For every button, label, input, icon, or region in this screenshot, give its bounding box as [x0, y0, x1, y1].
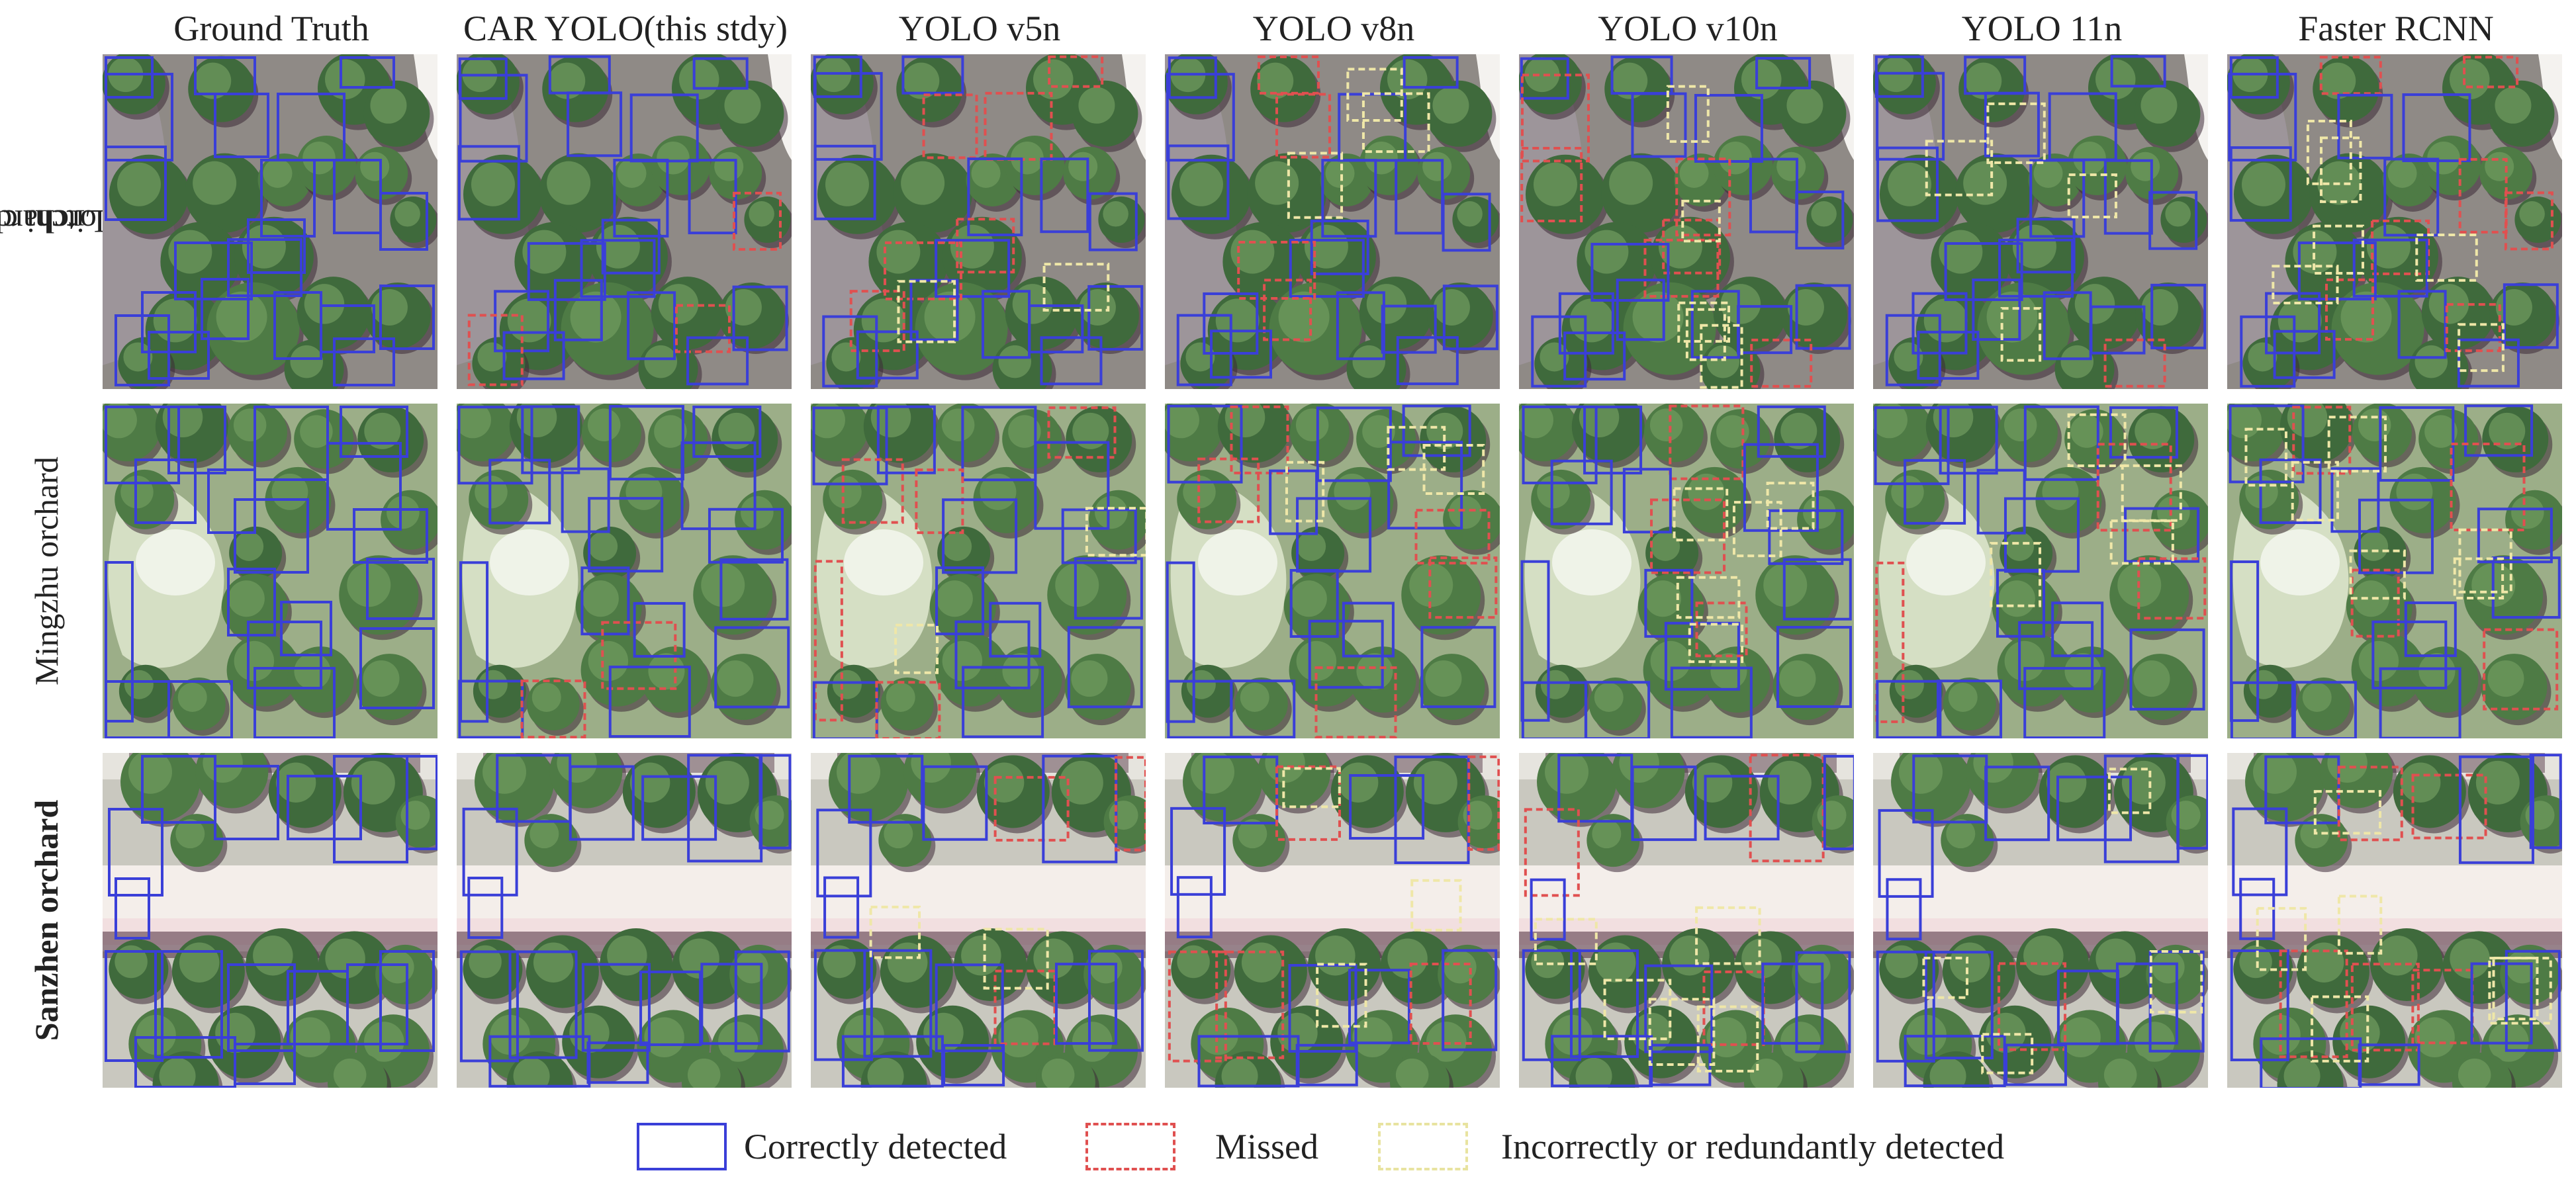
column-header-yolo-v5n: YOLO v5n	[898, 9, 1061, 48]
image-litchi-yolo-v5n	[811, 54, 1146, 389]
image-mingzhu-yolo-v8n	[1165, 404, 1500, 738]
column-header-yolo-v8n: YOLO v8n	[1252, 9, 1415, 48]
aerial-image-sanzhen-yolo-v8n	[1165, 753, 1500, 1088]
row-label-litchi: Litchi culturalexpo orchard	[0, 54, 169, 389]
legend-label-missed: Missed	[1215, 1127, 1319, 1166]
image-mingzhu-yolo-v10n	[1519, 404, 1854, 738]
image-litchi-yolo-v10n	[1519, 54, 1854, 389]
aerial-image-mingzhu-yolo-v8n	[1165, 404, 1500, 738]
aerial-image-litchi-yolo-v5n	[811, 54, 1146, 389]
aerial-image-litchi-yolo-v10n	[1519, 54, 1854, 389]
aerial-image-litchi-yolo-v8n	[1165, 54, 1500, 389]
aerial-image-mingzhu-faster-rcnn	[2227, 404, 2562, 738]
legend: Correctly detected Missed Incorrectly or…	[0, 1119, 2576, 1174]
aerial-image-sanzhen-car-yolo	[457, 753, 792, 1088]
aerial-image-litchi-car-yolo	[457, 54, 792, 389]
aerial-image-sanzhen-ground-truth	[103, 753, 437, 1088]
column-header-ground-truth: Ground Truth	[173, 9, 369, 48]
legend-item-correct: Correctly detected	[637, 1119, 1007, 1174]
image-mingzhu-car-yolo	[457, 404, 792, 738]
aerial-image-sanzhen-yolo-11n	[1873, 753, 2208, 1088]
legend-swatch-incorrect	[1378, 1123, 1468, 1170]
image-mingzhu-yolo-11n	[1873, 404, 2208, 738]
aerial-image-sanzhen-yolo-v10n	[1519, 753, 1854, 1088]
image-litchi-faster-rcnn	[2227, 54, 2562, 389]
row-label-mingzhu: Mingzhu orchard	[0, 404, 93, 738]
column-header-yolo-11n: YOLO 11n	[1961, 9, 2123, 48]
image-sanzhen-yolo-11n	[1873, 753, 2208, 1088]
column-header-faster-rcnn: Faster RCNN	[2298, 9, 2494, 48]
image-sanzhen-yolo-v8n	[1165, 753, 1500, 1088]
legend-item-incorrect: Incorrectly or redundantly detected	[1378, 1119, 2004, 1174]
legend-swatch-missed	[1085, 1123, 1175, 1170]
image-sanzhen-ground-truth	[103, 753, 437, 1088]
image-sanzhen-faster-rcnn	[2227, 753, 2562, 1088]
image-sanzhen-car-yolo	[457, 753, 792, 1088]
image-mingzhu-faster-rcnn	[2227, 404, 2562, 738]
image-sanzhen-yolo-v5n	[811, 753, 1146, 1088]
legend-swatch-correct	[637, 1123, 727, 1170]
aerial-image-mingzhu-yolo-v10n	[1519, 404, 1854, 738]
aerial-image-mingzhu-ground-truth	[103, 404, 437, 738]
aerial-image-mingzhu-car-yolo	[457, 404, 792, 738]
aerial-image-sanzhen-faster-rcnn	[2227, 753, 2562, 1088]
aerial-image-mingzhu-yolo-v5n	[811, 404, 1146, 738]
image-mingzhu-yolo-v5n	[811, 404, 1146, 738]
row-label-mingzhu-text: Mingzhu orchard	[28, 457, 66, 685]
aerial-image-litchi-ground-truth	[103, 54, 437, 389]
image-litchi-car-yolo	[457, 54, 792, 389]
image-litchi-ground-truth	[103, 54, 437, 389]
legend-label-incorrect: Incorrectly or redundantly detected	[1501, 1127, 2005, 1166]
row-label-sanzhen-text: Sanzhen orchard	[28, 799, 65, 1041]
aerial-image-litchi-faster-rcnn	[2227, 54, 2562, 389]
image-mingzhu-ground-truth	[103, 404, 437, 738]
legend-label-correct: Correctly detected	[744, 1127, 1007, 1166]
aerial-image-sanzhen-yolo-v5n	[811, 753, 1146, 1088]
row-label-sanzhen: Sanzhen orchard	[0, 753, 93, 1088]
aerial-image-mingzhu-yolo-11n	[1873, 404, 2208, 738]
column-header-car-yolo: CAR YOLO(this stdy)	[463, 9, 788, 48]
image-litchi-yolo-11n	[1873, 54, 2208, 389]
legend-item-missed: Missed	[1085, 1119, 1318, 1174]
column-header-yolo-v10n: YOLO v10n	[1598, 9, 1778, 48]
aerial-image-litchi-yolo-11n	[1873, 54, 2208, 389]
image-sanzhen-yolo-v10n	[1519, 753, 1854, 1088]
image-litchi-yolo-v8n	[1165, 54, 1500, 389]
